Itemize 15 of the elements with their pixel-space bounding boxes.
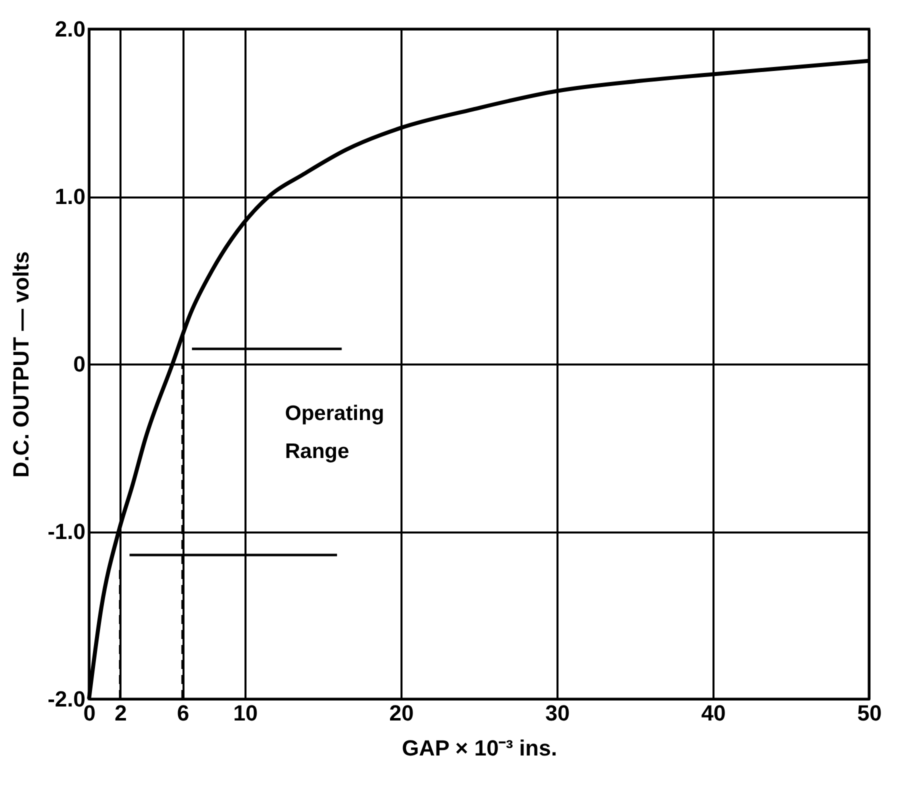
y-tick-label: -2.0 bbox=[48, 686, 86, 712]
annotation: Operating Range bbox=[285, 402, 384, 463]
y-axis-title: D.C. OUTPUT — volts bbox=[8, 251, 34, 478]
y-tick-label: -1.0 bbox=[48, 519, 86, 544]
x-tick-label: 40 bbox=[701, 700, 726, 726]
x-tick-label: 10 bbox=[233, 700, 258, 726]
x-tick-label: 20 bbox=[389, 700, 414, 726]
y-tick-label: 1.0 bbox=[54, 184, 86, 209]
y-tick-label: 0 bbox=[73, 352, 86, 376]
x-tick-label: 50 bbox=[857, 700, 882, 726]
x-axis-title: GAP × 10⁻³ ins. bbox=[402, 736, 558, 760]
y-tick-label: 2.0 bbox=[54, 16, 86, 42]
x-tick-label: 30 bbox=[545, 700, 570, 726]
x-tick-label: 6 bbox=[176, 700, 190, 726]
x-tick-label: 2 bbox=[114, 700, 127, 726]
